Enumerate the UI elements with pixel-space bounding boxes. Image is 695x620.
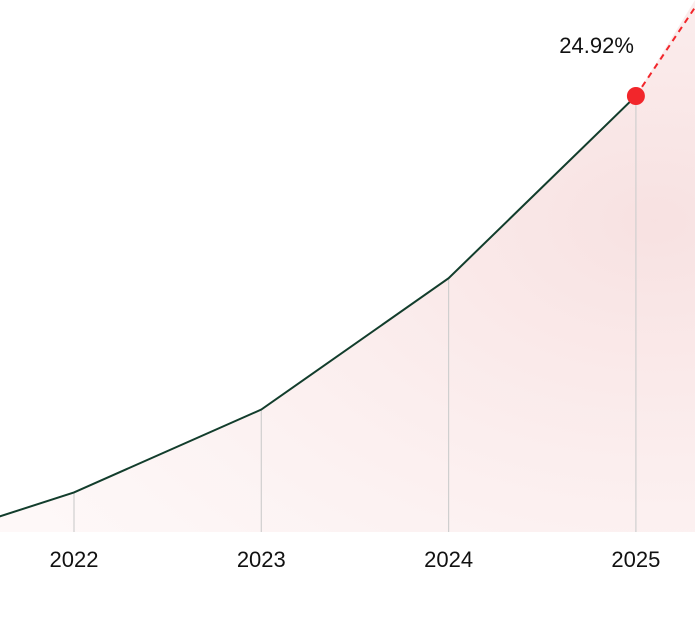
value-label: 24.92% [559,33,634,58]
x-tick-label: 2024 [424,547,473,572]
x-tick-label: 2022 [50,547,99,572]
line [0,95,637,518]
area-fill [0,0,695,532]
x-tick-label: 2025 [611,547,660,572]
x-tick-label: 2023 [237,547,286,572]
highlight-point [626,87,645,105]
